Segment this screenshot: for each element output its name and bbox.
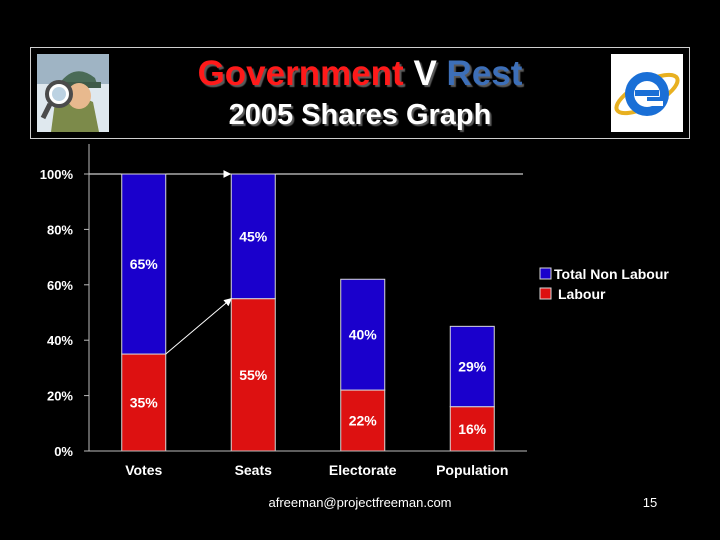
y-tick-label: 60% <box>47 278 73 293</box>
y-tick-label: 40% <box>47 333 73 348</box>
data-label-labour-electorate: 22% <box>349 413 378 429</box>
bar-total-non-labour-population <box>449 325 495 408</box>
bar-total-non-labour-votes <box>121 173 167 355</box>
y-tick-label: 20% <box>47 389 73 404</box>
x-tick-label-seats: Seats <box>235 462 273 478</box>
bar-labour-electorate <box>340 389 386 452</box>
data-label-total-non-labour-electorate: 40% <box>349 327 378 343</box>
y-tick-label: 0% <box>54 444 73 459</box>
title: Government V Rest <box>31 54 689 94</box>
title-word-rest: Rest <box>446 54 523 93</box>
bar-total-non-labour-electorate <box>340 278 386 391</box>
legend-label-total-non-labour: Total Non Labour <box>554 266 669 282</box>
data-label-labour-votes: 35% <box>130 395 159 411</box>
detective-magnifier-icon <box>37 54 109 132</box>
page-number: 15 <box>642 495 658 510</box>
footer-email[interactable]: afreeman@projectfreeman.com <box>268 495 452 510</box>
annotation-arrow-votes-to-seats <box>165 298 233 355</box>
bar-labour-seats <box>230 298 276 452</box>
data-label-total-non-labour-population: 29% <box>458 359 487 375</box>
legend-swatch-labour <box>539 287 552 300</box>
internet-explorer-logo-icon <box>611 54 683 132</box>
title-word-v: V <box>413 54 437 93</box>
bar-total-non-labour-seats <box>230 173 276 300</box>
legend-swatch-total-non-labour <box>539 267 552 280</box>
title-box: Government V Rest 2005 Shares Graph <box>30 47 690 139</box>
data-label-total-non-labour-seats: 45% <box>239 228 268 244</box>
data-label-total-non-labour-votes: 65% <box>130 256 159 272</box>
y-tick-label: 80% <box>47 222 73 237</box>
x-tick-label-votes: Votes <box>125 462 162 478</box>
bar-labour-votes <box>121 353 167 452</box>
legend-label-labour: Labour <box>558 286 606 302</box>
data-label-labour-seats: 55% <box>239 367 268 383</box>
subtitle: 2005 Shares Graph <box>228 99 492 131</box>
title-word-government: Government <box>197 54 404 93</box>
x-tick-label-population: Population <box>436 462 508 478</box>
data-label-labour-population: 16% <box>458 421 487 437</box>
y-tick-label: 100% <box>40 167 74 182</box>
x-tick-label-electorate: Electorate <box>329 462 397 478</box>
